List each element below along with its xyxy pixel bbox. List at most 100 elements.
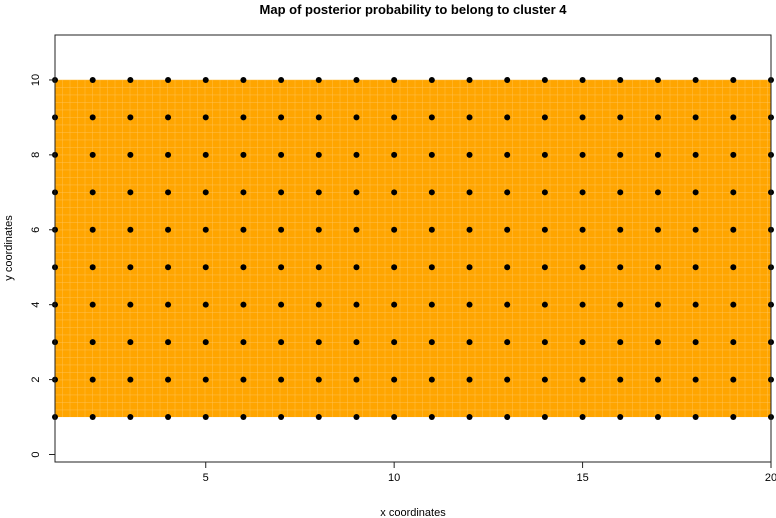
data-point	[353, 226, 360, 233]
data-point	[165, 189, 172, 196]
data-point	[692, 301, 699, 308]
data-point	[541, 339, 548, 346]
axes: 5 10 15 20 0 2 4 6 8 10	[30, 74, 776, 484]
data-point	[579, 339, 586, 346]
data-point	[89, 226, 96, 233]
data-point	[654, 264, 661, 271]
data-point	[391, 151, 398, 158]
data-point	[315, 226, 322, 233]
data-point	[89, 151, 96, 158]
y-axis-label: y coordinates	[3, 215, 15, 281]
data-point	[579, 414, 586, 421]
y-tick-label: 2	[30, 377, 42, 383]
data-point	[579, 189, 586, 196]
data-point	[353, 414, 360, 421]
data-point	[466, 151, 473, 158]
data-point	[353, 76, 360, 83]
data-point	[504, 151, 511, 158]
data-point	[240, 226, 247, 233]
data-point	[504, 76, 511, 83]
data-point	[541, 114, 548, 121]
data-point	[617, 376, 624, 383]
data-point	[692, 189, 699, 196]
data-point	[541, 414, 548, 421]
data-point	[315, 189, 322, 196]
data-point	[428, 151, 435, 158]
data-point	[391, 264, 398, 271]
data-point	[428, 301, 435, 308]
data-point	[165, 376, 172, 383]
data-point	[127, 114, 134, 121]
data-point	[315, 264, 322, 271]
data-point	[278, 226, 285, 233]
data-point	[692, 151, 699, 158]
x-tick-label: 20	[765, 472, 776, 484]
data-point	[541, 264, 548, 271]
data-point	[428, 226, 435, 233]
data-point	[541, 376, 548, 383]
data-point	[127, 376, 134, 383]
data-point	[165, 151, 172, 158]
data-point	[504, 226, 511, 233]
data-point	[127, 151, 134, 158]
data-point	[428, 189, 435, 196]
data-point	[504, 114, 511, 121]
data-point	[89, 339, 96, 346]
data-point	[692, 414, 699, 421]
data-point	[278, 114, 285, 121]
data-point	[617, 339, 624, 346]
data-point	[240, 339, 247, 346]
data-point	[504, 264, 511, 271]
data-point	[579, 76, 586, 83]
data-point	[89, 264, 96, 271]
data-point	[579, 114, 586, 121]
data-point	[315, 414, 322, 421]
data-point	[504, 339, 511, 346]
data-point	[127, 414, 134, 421]
data-point	[730, 226, 737, 233]
data-point	[278, 339, 285, 346]
data-point	[617, 189, 624, 196]
data-point	[202, 376, 209, 383]
data-point	[692, 339, 699, 346]
data-point	[127, 189, 134, 196]
data-point	[353, 264, 360, 271]
data-point	[466, 339, 473, 346]
x-tick-label: 15	[576, 472, 588, 484]
data-point	[240, 376, 247, 383]
data-point	[730, 76, 737, 83]
data-point	[541, 189, 548, 196]
data-point	[202, 414, 209, 421]
data-point	[165, 76, 172, 83]
data-point	[654, 114, 661, 121]
data-point	[730, 301, 737, 308]
data-point	[202, 339, 209, 346]
data-point	[654, 189, 661, 196]
data-point	[541, 226, 548, 233]
data-point	[202, 151, 209, 158]
data-point	[240, 151, 247, 158]
data-point	[240, 76, 247, 83]
data-point	[579, 226, 586, 233]
data-point	[127, 301, 134, 308]
data-point	[730, 264, 737, 271]
data-point	[391, 339, 398, 346]
probability-fill	[54, 79, 771, 418]
data-point	[730, 151, 737, 158]
data-point	[654, 76, 661, 83]
data-point	[89, 414, 96, 421]
data-point	[692, 114, 699, 121]
y-tick-label: 10	[30, 74, 42, 86]
data-point	[89, 301, 96, 308]
data-point	[353, 189, 360, 196]
data-point	[654, 151, 661, 158]
data-point	[202, 226, 209, 233]
data-point	[315, 301, 322, 308]
data-point	[127, 339, 134, 346]
data-point	[466, 76, 473, 83]
data-point	[240, 189, 247, 196]
data-point	[165, 226, 172, 233]
data-point	[428, 76, 435, 83]
data-point	[692, 264, 699, 271]
data-point	[391, 376, 398, 383]
